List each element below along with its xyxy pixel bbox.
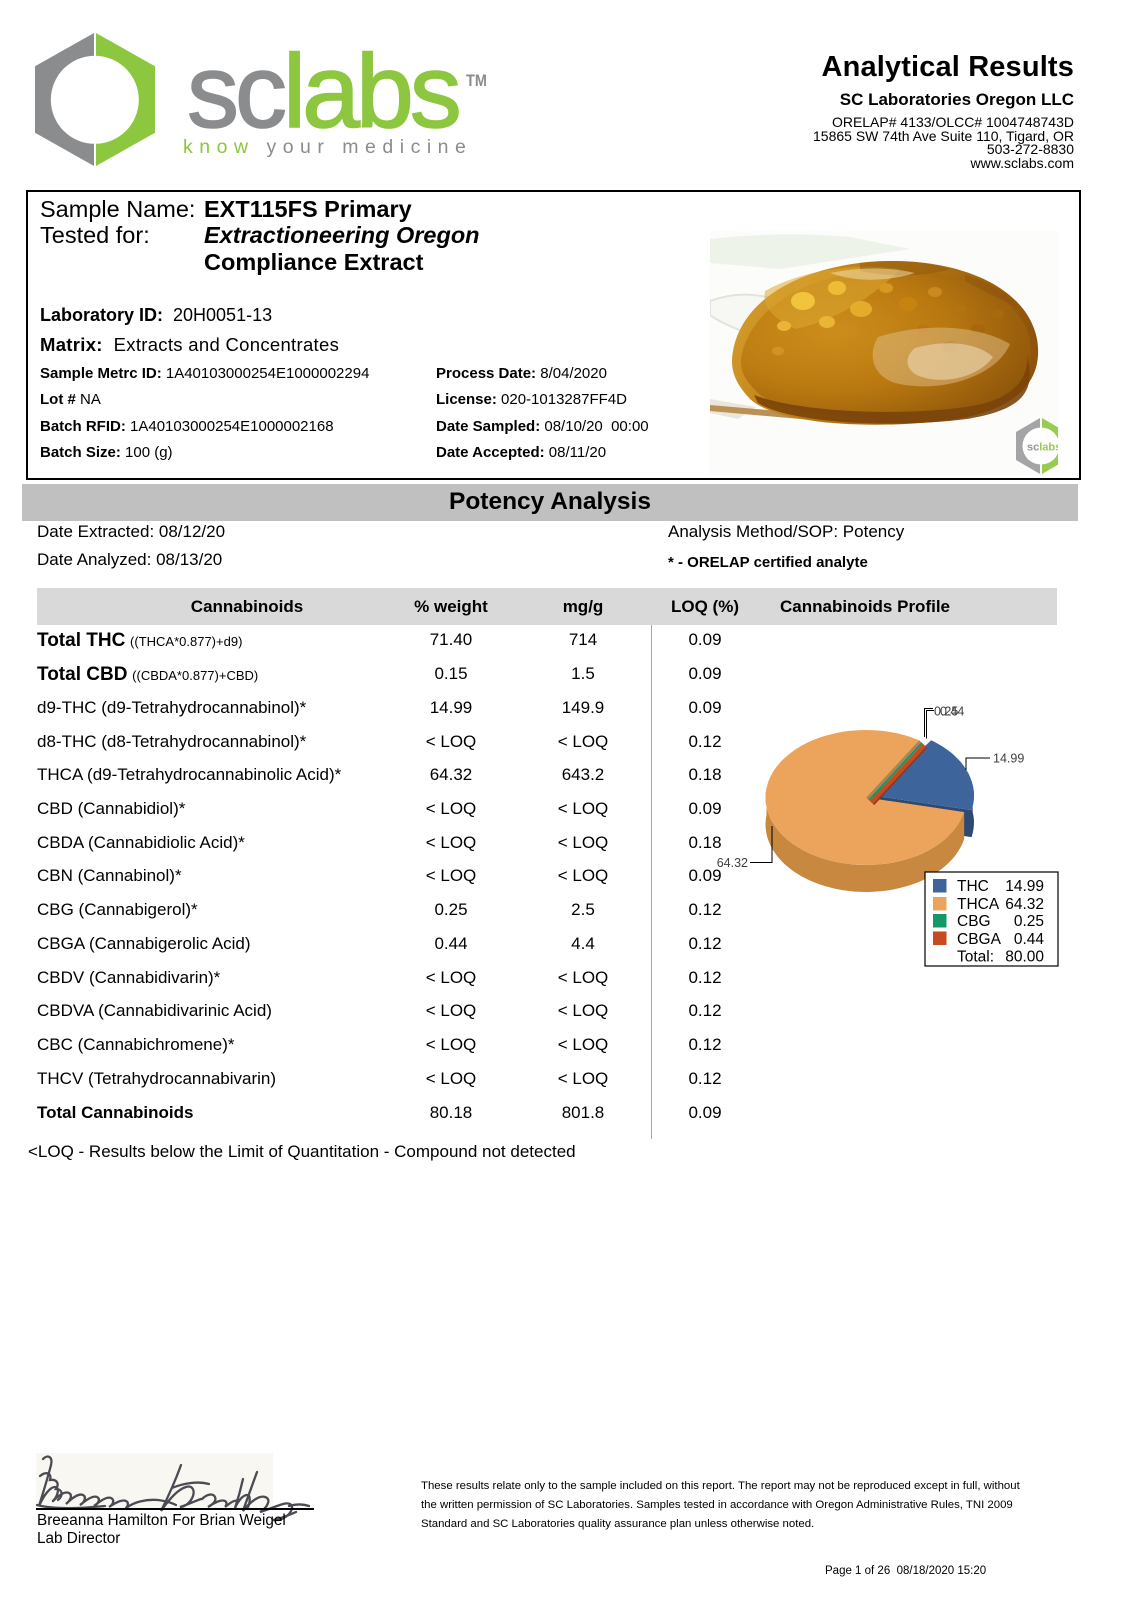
svg-text:0.44: 0.44 [940,705,964,719]
svg-text:64.32: 64.32 [1005,896,1044,913]
svg-text:THC: THC [957,878,989,895]
svg-text:14.99: 14.99 [1005,878,1044,895]
svg-text:THCA: THCA [957,896,1000,913]
svg-text:80.00: 80.00 [1005,949,1044,966]
svg-text:64.32: 64.32 [717,856,748,870]
svg-text:14.99: 14.99 [993,752,1024,766]
svg-text:CBGA: CBGA [957,931,1002,948]
svg-text:0.44: 0.44 [1014,931,1045,948]
svg-text:sclabs: sclabs [1027,442,1058,454]
svg-text:CBG: CBG [957,913,991,930]
svg-text:Total:: Total: [957,949,994,966]
svg-text:0.25: 0.25 [1014,913,1044,930]
svg-text:0.25: 0.25 [934,705,958,719]
